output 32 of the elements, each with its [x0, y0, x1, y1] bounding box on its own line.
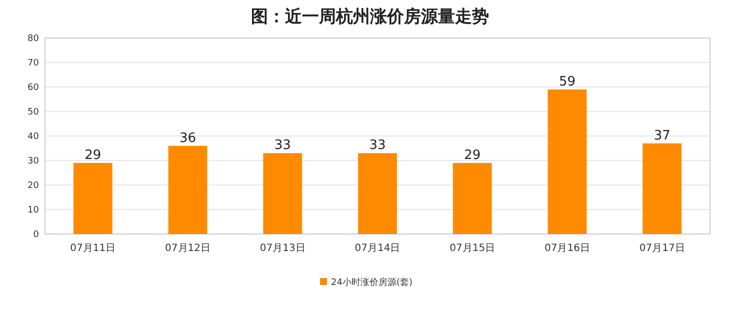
- y-tick-label: 50: [28, 108, 40, 118]
- bar: [168, 146, 208, 234]
- y-tick-label: 0: [33, 230, 40, 240]
- y-tick-label: 80: [28, 34, 40, 44]
- x-tick-label: 07月15日: [450, 243, 496, 254]
- data-label: 37: [654, 128, 670, 144]
- x-tick-label: 07月11日: [70, 243, 116, 254]
- data-label: 33: [274, 138, 291, 154]
- data-label: 36: [180, 130, 196, 146]
- bar: [263, 153, 302, 234]
- bar: [358, 153, 397, 234]
- x-tick-label: 07月17日: [639, 243, 685, 254]
- x-tick-label: 07月14日: [354, 243, 400, 254]
- x-tick-label: 07月13日: [260, 243, 306, 254]
- x-tick-label: 07月16日: [544, 243, 590, 254]
- bar: [642, 143, 682, 234]
- bar: [548, 89, 587, 234]
- y-tick-label: 40: [28, 132, 40, 142]
- data-label: 59: [558, 74, 576, 90]
- y-tick-label: 60: [28, 83, 40, 94]
- y-tick-label: 20: [28, 181, 40, 192]
- bar: [452, 162, 492, 234]
- bar: [73, 162, 112, 234]
- data-label: 29: [464, 148, 481, 163]
- y-tick-label: 70: [28, 58, 40, 69]
- x-tick-label: 07月12日: [165, 243, 210, 254]
- chart-title: 图：近一周杭州涨价房源量走势: [251, 7, 489, 27]
- data-label: 29: [84, 148, 102, 163]
- y-tick-label: 30: [28, 156, 40, 167]
- legend-label: 24小时涨价房源(套): [331, 277, 412, 288]
- y-tick-label: 10: [28, 206, 40, 216]
- data-label: 33: [369, 138, 386, 154]
